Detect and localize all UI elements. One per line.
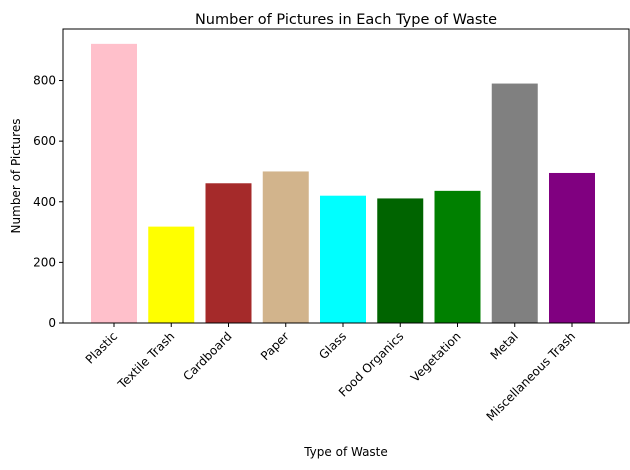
y-tick-label: 400 bbox=[33, 195, 56, 209]
y-tick-label: 600 bbox=[33, 134, 56, 148]
bar-vegetation bbox=[434, 190, 481, 323]
y-tick-label: 200 bbox=[33, 255, 56, 269]
bar-food-organics bbox=[377, 198, 424, 323]
bar-paper bbox=[262, 171, 309, 323]
x-tick-label: Cardboard bbox=[180, 329, 234, 383]
y-axis-title: Number of Pictures bbox=[9, 119, 23, 234]
plot-frame bbox=[62, 28, 630, 324]
bars-group bbox=[91, 43, 595, 323]
bar-cardboard bbox=[205, 183, 252, 323]
bar-metal bbox=[491, 83, 538, 323]
y-axis: 0 200 400 600 800 bbox=[33, 74, 63, 330]
x-tick-label: Paper bbox=[258, 329, 292, 363]
x-tick-label: Plastic bbox=[83, 329, 120, 366]
bar-miscellaneous-trash bbox=[549, 172, 595, 323]
y-tick-label: 800 bbox=[33, 74, 56, 88]
x-tick-label: Glass bbox=[316, 329, 349, 362]
bar-glass bbox=[320, 195, 366, 323]
chart-title: Number of Pictures in Each Type of Waste bbox=[195, 12, 497, 28]
x-tick-label: Metal bbox=[488, 329, 521, 362]
bar-plastic bbox=[91, 43, 137, 323]
x-axis-title: Type of Waste bbox=[303, 445, 388, 459]
bar-textile-trash bbox=[148, 226, 195, 323]
x-tick-label: Vegetation bbox=[408, 329, 464, 385]
x-tick-label: Textile Trash bbox=[115, 329, 178, 392]
y-tick-label: 0 bbox=[48, 316, 56, 330]
